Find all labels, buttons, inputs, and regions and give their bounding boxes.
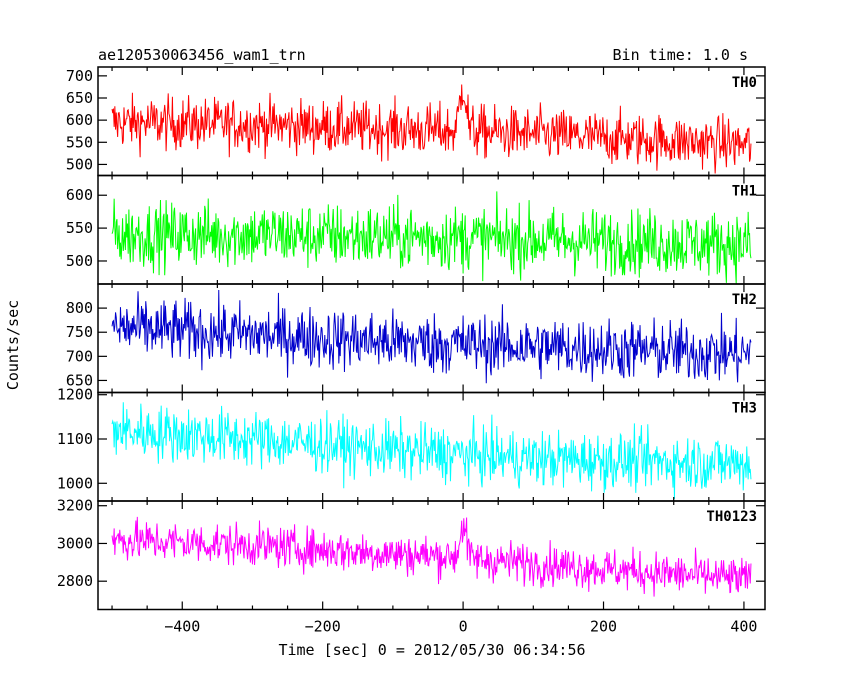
x-tick-label: 200 [590,618,617,636]
panel-frame [97,500,766,611]
y-tick-label: 500 [66,252,93,270]
y-tick-label: 1000 [57,474,93,492]
y-tick-label: 550 [66,219,93,237]
series-line-th3 [111,402,752,500]
series-line-th0123 [111,516,752,597]
y-tick-label: 650 [66,89,93,107]
x-tick-label: 400 [730,618,757,636]
panel-label-th0: TH0 [732,75,757,91]
y-tick-label: 600 [66,111,93,129]
y-tick-label: 650 [66,371,93,389]
panel-label-th0123: TH0123 [706,509,757,525]
x-axis-title: Time [sec] 0 = 2012/05/30 06:34:56 [278,641,585,659]
y-axis-title: Counts/sec [4,300,22,390]
panel-label-th2: TH2 [732,292,757,308]
chart-title: ae120530063456_wam1_trn [98,46,306,64]
y-tick-label: 3000 [57,534,93,552]
panel-label-th3: TH3 [732,401,757,417]
y-tick-label: 1200 [57,386,93,404]
bin-time-label: Bin time: 1.0 s [613,46,748,64]
x-tick-label: 0 [459,618,468,636]
y-tick-label: 1100 [57,430,93,448]
y-tick-label: 3200 [57,497,93,515]
x-tick-label: −200 [305,618,341,636]
y-tick-label: 700 [66,347,93,365]
panels-group: 500 550 600 650 700 TH0 500 550 600 TH1 650 700 750 8… [57,66,766,636]
series-line-th2 [111,290,752,384]
y-tick-label: 550 [66,133,93,151]
panel-label-th1: TH1 [732,184,757,200]
series-line-th0 [111,84,752,174]
series-line-th1 [111,191,752,284]
y-tick-label: 750 [66,323,93,341]
x-tick-label: −400 [164,618,200,636]
y-tick-label: 2800 [57,572,93,590]
y-tick-label: 800 [66,299,93,317]
y-tick-label: 500 [66,155,93,173]
y-tick-label: 600 [66,186,93,204]
y-tick-label: 700 [66,67,93,85]
